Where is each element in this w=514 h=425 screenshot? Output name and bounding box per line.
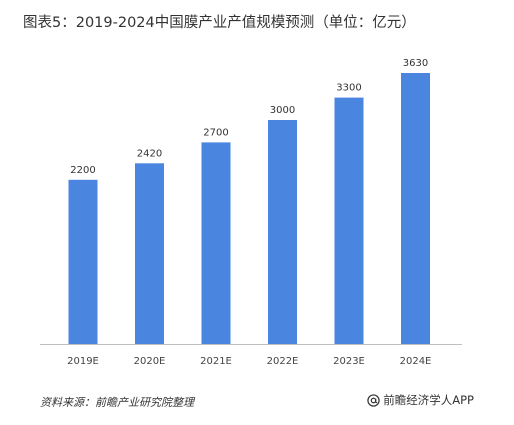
bar-2022E xyxy=(268,120,297,344)
x-tick-label-2022E: 2022E xyxy=(267,356,299,367)
bar-2020E xyxy=(135,163,164,344)
bar-2024E xyxy=(401,73,430,344)
chart-title: 图表5：2019-2024中国膜产业产值规模预测（单位：亿元） xyxy=(23,15,416,31)
x-tick-label-2019E: 2019E xyxy=(67,356,99,367)
data-label-2024E: 3630 xyxy=(403,58,428,69)
data-label-2020E: 2420 xyxy=(137,148,162,159)
brand-credit: 前瞻经济学人APP xyxy=(367,392,474,408)
brand-name: 前瞻经济学人APP xyxy=(383,393,474,407)
data-label-2023E: 3300 xyxy=(336,83,361,94)
x-tick-label-2020E: 2020E xyxy=(134,356,166,367)
bar-2023E xyxy=(334,97,364,344)
at-icon xyxy=(367,393,380,407)
source-note: 资料来源：前瞻产业研究院整理 xyxy=(40,396,194,409)
x-tick-label-2023E: 2023E xyxy=(333,356,365,367)
x-tick-label-2021E: 2021E xyxy=(200,356,232,367)
bar-2019E xyxy=(68,179,98,344)
data-label-2021E: 2700 xyxy=(203,127,228,138)
bar-2021E xyxy=(201,142,231,344)
data-label-2019E: 2200 xyxy=(70,165,95,176)
x-tick-label-2024E: 2024E xyxy=(400,356,432,367)
data-label-2022E: 3000 xyxy=(270,105,295,116)
